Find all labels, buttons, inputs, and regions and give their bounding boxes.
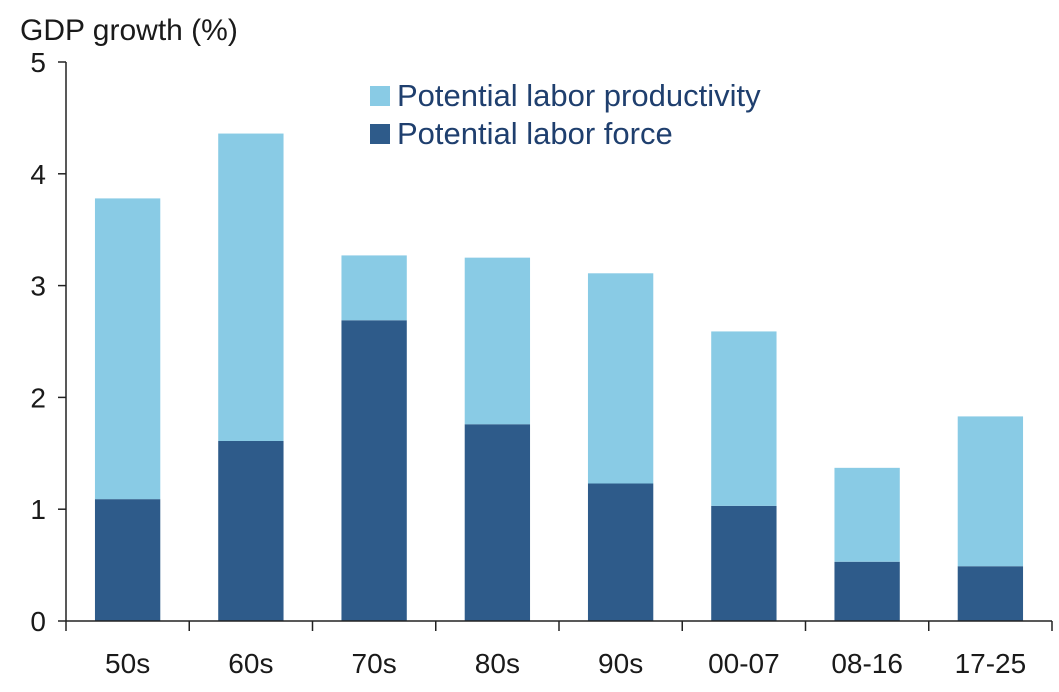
y-tick-label: 1 xyxy=(30,494,46,525)
x-tick-label: 17-25 xyxy=(955,648,1027,679)
y-axis-ticks: 0 1 2 3 4 5 xyxy=(30,47,66,637)
bar-productivity-50s xyxy=(94,198,161,500)
x-tick-label: 80s xyxy=(475,648,520,679)
bar-productivity-90s xyxy=(587,273,654,484)
x-axis-ticks: 50s 60s 70s 80s 90s 00-07 08-16 17-25 xyxy=(65,621,1053,679)
x-tick-label: 50s xyxy=(105,648,150,679)
y-tick-label: 4 xyxy=(30,159,46,190)
y-tick-label: 5 xyxy=(30,47,46,78)
legend-label-labor-force: Potential labor force xyxy=(397,116,673,151)
x-tick-label: 90s xyxy=(598,648,643,679)
bar-labor-force-00-07 xyxy=(711,505,777,621)
bar-labor-force-08-16 xyxy=(834,561,900,621)
bar-productivity-60s xyxy=(218,133,284,442)
y-tick-label: 2 xyxy=(30,382,46,413)
bar-labor-force-60s xyxy=(218,441,284,621)
legend: Potential labor productivity Potential l… xyxy=(370,78,761,151)
bar-productivity-00-07 xyxy=(711,331,777,506)
y-tick-label: 0 xyxy=(30,606,46,637)
bar-productivity-80s xyxy=(464,257,531,425)
x-tick-label: 08-16 xyxy=(831,648,903,679)
bar-labor-force-90s xyxy=(587,483,654,621)
bar-labor-force-50s xyxy=(94,499,161,621)
bar-productivity-70s xyxy=(341,255,407,321)
bars-group xyxy=(94,133,1024,621)
bar-labor-force-70s xyxy=(341,320,407,621)
x-tick-label: 60s xyxy=(228,648,273,679)
y-tick-label: 3 xyxy=(30,271,46,302)
y-axis-title: GDP growth (%) xyxy=(20,14,238,47)
legend-swatch-labor-force xyxy=(370,124,390,144)
legend-label-productivity: Potential labor productivity xyxy=(397,78,761,113)
bar-labor-force-17-25 xyxy=(957,566,1024,621)
bar-productivity-08-16 xyxy=(834,467,900,562)
x-tick-label: 00-07 xyxy=(708,648,780,679)
bar-labor-force-80s xyxy=(464,424,531,621)
bar-productivity-17-25 xyxy=(957,416,1024,567)
x-tick-label: 70s xyxy=(352,648,397,679)
legend-swatch-productivity xyxy=(370,86,390,106)
